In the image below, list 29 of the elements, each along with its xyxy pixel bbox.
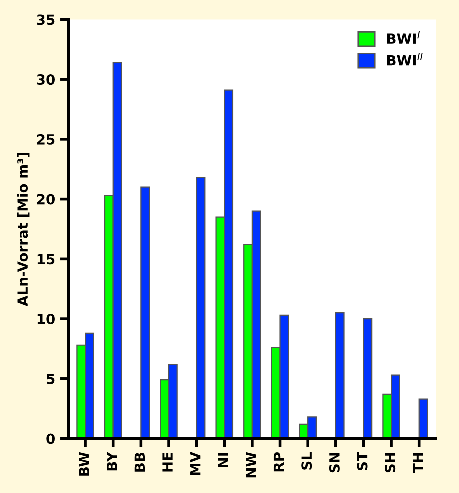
x-tick-label: BW	[79, 452, 90, 476]
y-tick-label: 35	[37, 14, 55, 26]
x-tick-label: MV	[190, 452, 201, 476]
y-tick-label: 30	[37, 74, 55, 86]
x-tick-label: SH	[385, 453, 396, 473]
x-tick-label: NW	[246, 452, 256, 478]
x-tick-label: HE	[162, 452, 173, 472]
y-tick-label: 5	[47, 374, 55, 384]
x-tick-label: SL	[302, 452, 312, 470]
x-tick-label: SN	[329, 453, 340, 473]
bar	[140, 186, 150, 439]
y-axis-title: ALn-Vorrat [Mio m³]	[17, 153, 30, 306]
legend-label: BWI$^{II}$	[387, 53, 423, 66]
bar	[335, 312, 345, 439]
x-tick-label: ST	[357, 452, 368, 470]
y-tick-label: 0	[46, 434, 55, 444]
x-tick-label: BY	[107, 452, 118, 471]
x-tick-label: RP	[274, 452, 284, 472]
y-tick-label: 20	[37, 194, 55, 205]
y-tick-label: 25	[37, 134, 55, 145]
x-tick-label: NI	[218, 453, 228, 468]
bar	[363, 318, 373, 439]
bar	[196, 177, 206, 439]
x-tick-label: TH	[413, 453, 424, 473]
x-tick-label: BB	[134, 452, 146, 472]
legend-label: BWI$^{I}$	[387, 32, 420, 44]
y-tick-label: 10	[38, 314, 55, 325]
y-tick-label: 15	[38, 254, 55, 265]
bar	[418, 398, 428, 439]
